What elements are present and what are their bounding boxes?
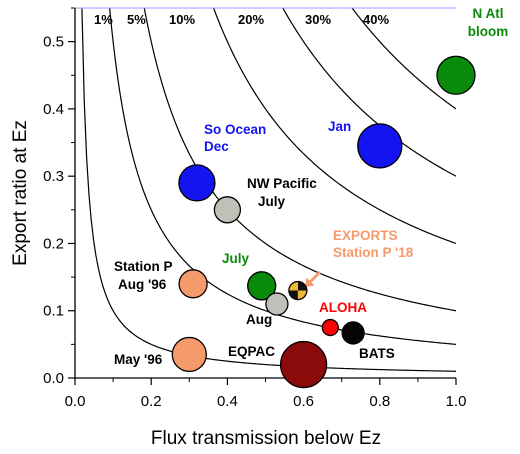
label-exports-line2: Station P '18 bbox=[333, 245, 414, 260]
isoline-1% bbox=[81, 8, 456, 372]
point-jan bbox=[357, 123, 403, 169]
isoline-30% bbox=[282, 8, 456, 177]
y-axis-label: Export ratio at Ez bbox=[10, 120, 31, 266]
label-exports-line1: EXPORTS bbox=[333, 228, 398, 243]
exports-arrow-line bbox=[307, 270, 322, 285]
label-so-ocean-line2: Dec bbox=[204, 139, 229, 154]
point-exports-station-p-18 bbox=[288, 280, 308, 301]
isoline-label-10: 10% bbox=[169, 12, 195, 27]
isoline-40% bbox=[351, 8, 456, 110]
x-tick-label: 0.8 bbox=[369, 393, 390, 410]
label-n-atl-line2: bloom bbox=[468, 24, 509, 39]
label-july-green: July bbox=[222, 251, 250, 266]
x-tick-label: 0.4 bbox=[217, 393, 238, 410]
label-jan: Jan bbox=[328, 119, 351, 134]
x-tick-label: 1.0 bbox=[446, 393, 467, 410]
x-tick-label: 0.6 bbox=[293, 393, 314, 410]
isoline-label-5: 5% bbox=[127, 12, 146, 27]
exports-arrow-head bbox=[305, 277, 315, 287]
point-bats bbox=[341, 321, 365, 345]
label-bats: BATS bbox=[359, 346, 395, 361]
label-may96: May '96 bbox=[114, 352, 163, 367]
point-n-atl-bloom bbox=[436, 55, 476, 95]
data-points bbox=[171, 55, 476, 389]
point-labels: N Atl bloom Jan So Ocean Dec NW Pacific … bbox=[114, 6, 508, 367]
point-so-ocean-dec bbox=[178, 164, 216, 202]
x-tick-label: 0.0 bbox=[65, 393, 86, 410]
label-aloha: ALOHA bbox=[319, 300, 367, 315]
isoline-labels: 1% 5% 10% 20% 30% 40% bbox=[94, 12, 389, 27]
y-tick-label: 0.3 bbox=[43, 168, 64, 185]
point-july bbox=[247, 271, 277, 301]
isoline-label-20: 20% bbox=[238, 12, 264, 27]
ticks: 0.0 0.2 0.4 0.6 0.8 1.0 0.0 0.1 0.2 0.3 0.4 0.5 bbox=[43, 7, 467, 410]
label-n-atl-line1: N Atl bbox=[473, 6, 504, 21]
isoline-10% bbox=[143, 8, 456, 312]
y-tick-label: 0.2 bbox=[43, 235, 64, 252]
isoline-5% bbox=[109, 8, 456, 345]
label-aug: Aug bbox=[246, 312, 272, 327]
y-tick-label: 0.1 bbox=[43, 303, 64, 320]
point-nw-pacific-july bbox=[213, 196, 242, 224]
label-eqpac: EQPAC bbox=[228, 344, 275, 359]
point-may-96 bbox=[171, 336, 207, 373]
label-station-p-line1: Station P bbox=[114, 259, 173, 274]
y-tick-label: 0.4 bbox=[43, 101, 64, 118]
label-so-ocean-line1: So Ocean bbox=[204, 122, 266, 137]
x-axis-label: Flux transmission below Ez bbox=[151, 428, 381, 449]
y-tick-label: 0.5 bbox=[43, 34, 64, 51]
isoline-label-30: 30% bbox=[305, 12, 331, 27]
label-nw-pacific-line1: NW Pacific bbox=[247, 176, 317, 191]
isoline-label-1: 1% bbox=[94, 12, 113, 27]
label-nw-pacific-line2: July bbox=[258, 194, 286, 209]
point-station-p-aug-96 bbox=[178, 269, 208, 299]
label-station-p-line2: Aug '96 bbox=[118, 277, 167, 292]
y-tick-label: 0.0 bbox=[43, 370, 64, 387]
isoline-label-40: 40% bbox=[363, 12, 389, 27]
isoline-20% bbox=[212, 8, 456, 245]
point-eqpac bbox=[279, 340, 328, 389]
point-aug bbox=[265, 292, 289, 316]
point-aloha bbox=[321, 318, 339, 337]
x-tick-label: 0.2 bbox=[141, 393, 162, 410]
